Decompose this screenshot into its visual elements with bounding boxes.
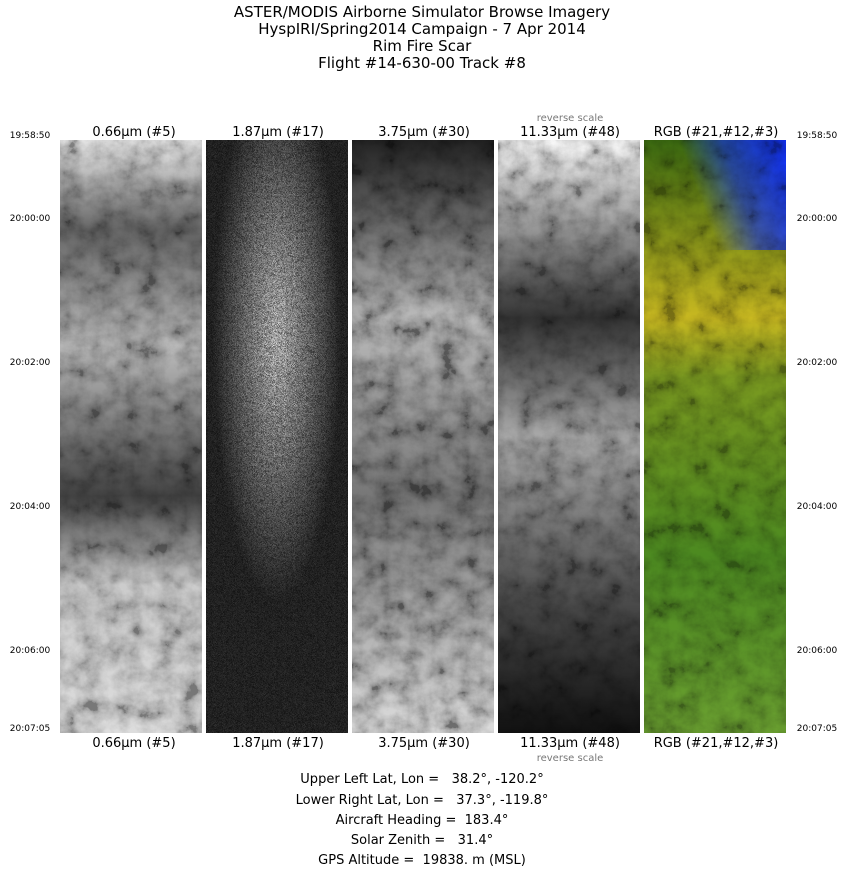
- panel-texture: [60, 140, 202, 733]
- time-label: 20:04:00: [10, 502, 51, 512]
- footer-line: Upper Left Lat, Lon = 38.2°, -120.2°: [300, 772, 543, 787]
- panel-label: 11.33µm (#48): [520, 736, 620, 751]
- title-line: Rim Fire Scar: [373, 37, 472, 55]
- time-label: 20:00:00: [10, 214, 51, 224]
- panel-labels: 0.66µm (#5) 1.87µm (#17) 3.75µm (#30) 11…: [92, 113, 778, 764]
- panel-label: 0.66µm (#5): [92, 125, 175, 140]
- time-label: 20:02:00: [10, 358, 51, 368]
- panel-images: [60, 140, 786, 733]
- panel-texture: [498, 140, 640, 733]
- panel-label: RGB (#21,#12,#3): [654, 125, 779, 140]
- time-label: 19:58:50: [10, 131, 51, 141]
- panel-label: 11.33µm (#48): [520, 125, 620, 140]
- panel-label: 3.75µm (#30): [378, 736, 470, 751]
- time-label: 20:07:05: [797, 724, 837, 734]
- title-line: HyspIRI/Spring2014 Campaign - 7 Apr 2014: [258, 20, 586, 38]
- panel-label: RGB (#21,#12,#3): [654, 736, 779, 751]
- panel-note: reverse scale: [537, 113, 604, 124]
- time-label: 20:02:00: [797, 358, 838, 368]
- panel-texture: [352, 140, 494, 733]
- footer-line: GPS Altitude = 19838. m (MSL): [318, 853, 526, 868]
- panel-texture: [644, 140, 786, 733]
- panel-label: 1.87µm (#17): [232, 125, 324, 140]
- time-label: 20:00:00: [797, 214, 838, 224]
- panel-texture: [206, 140, 348, 733]
- panel-note: reverse scale: [537, 753, 604, 764]
- time-label: 19:58:50: [797, 131, 838, 141]
- footer-line: Lower Right Lat, Lon = 37.3°, -119.8°: [296, 793, 549, 808]
- footer-line: Aircraft Heading = 183.4°: [336, 813, 509, 828]
- time-label: 20:06:00: [10, 646, 51, 656]
- title-line: ASTER/MODIS Airborne Simulator Browse Im…: [234, 3, 610, 21]
- panel-label: 1.87µm (#17): [232, 736, 324, 751]
- time-label: 20:04:00: [797, 502, 838, 512]
- time-label: 20:07:05: [10, 724, 50, 734]
- footer-line: Solar Zenith = 31.4°: [351, 833, 493, 848]
- time-label: 20:06:00: [797, 646, 838, 656]
- panel-label: 3.75µm (#30): [378, 125, 470, 140]
- time-labels: 19:58:50 19:58:50 20:00:00 20:00:00 20:02:00…: [10, 131, 838, 734]
- panel-label: 0.66µm (#5): [92, 736, 175, 751]
- title-line: Flight #14-630-00 Track #8: [318, 54, 526, 72]
